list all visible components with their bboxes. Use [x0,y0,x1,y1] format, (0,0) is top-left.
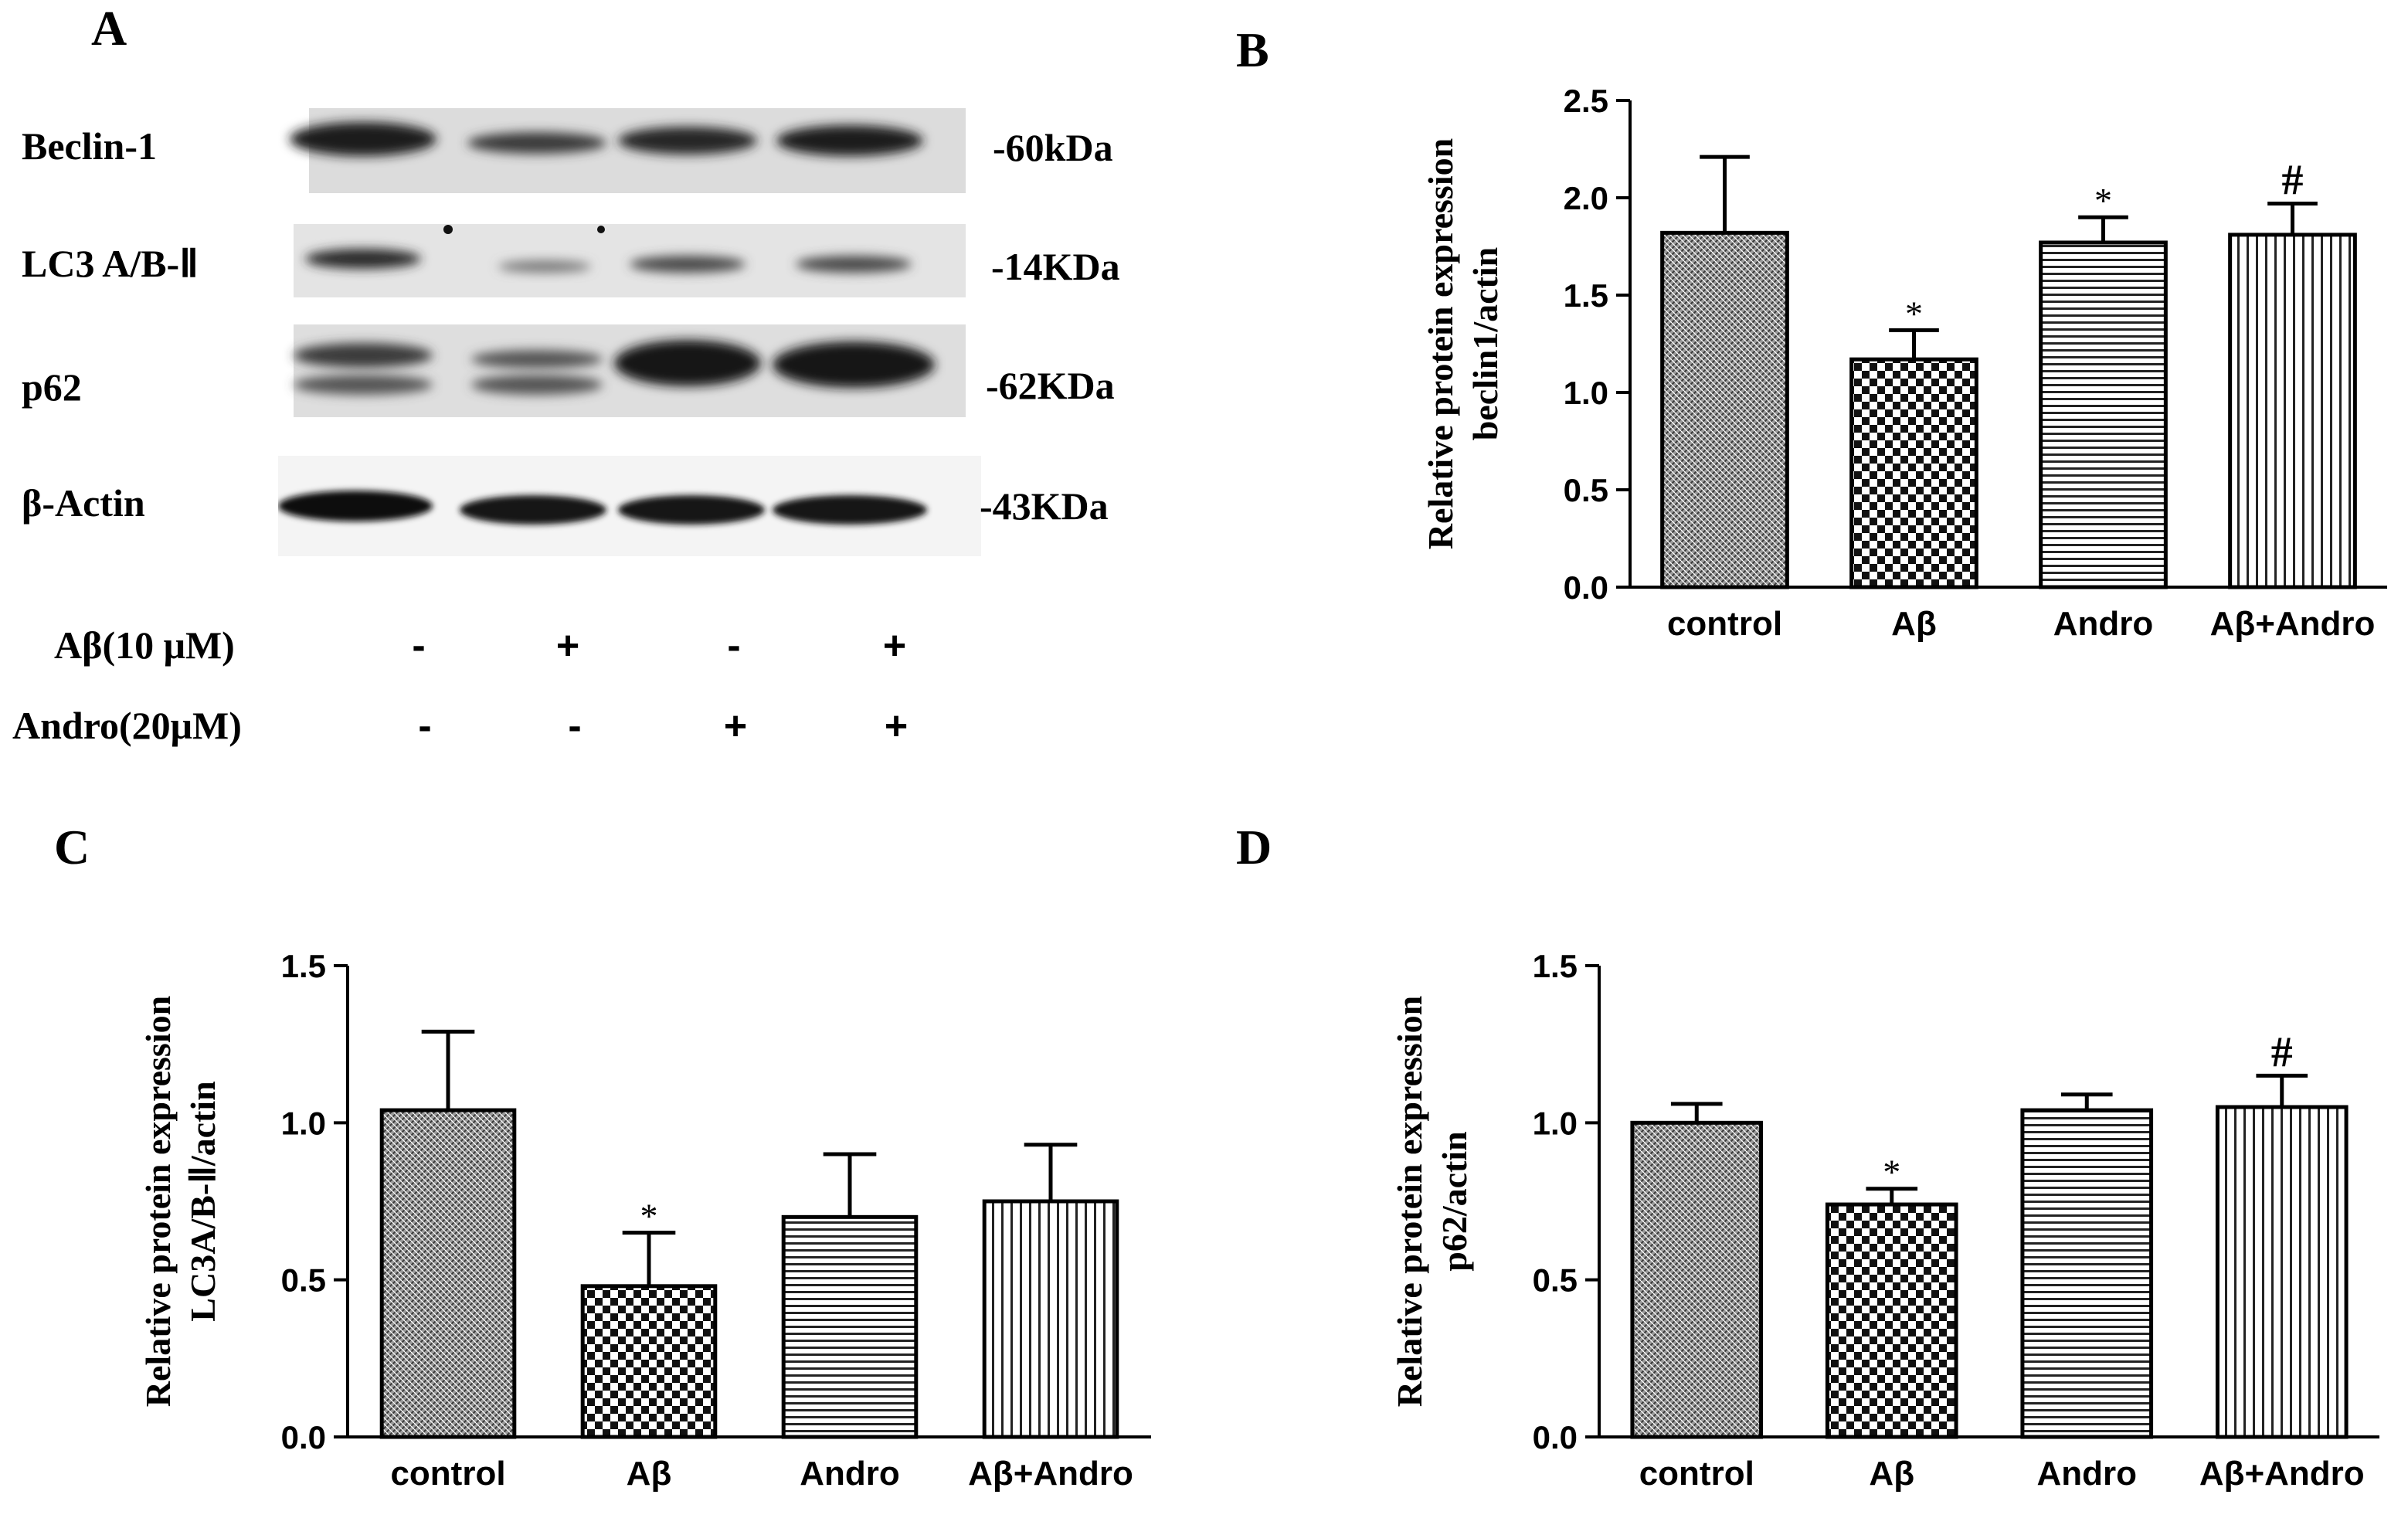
treatment-sign: - [727,623,741,668]
treatment-label-abeta: Aβ(10 μM) [54,623,235,667]
bar [2228,233,2357,589]
y-axis-label: LC3A/B-Ⅱ/actin [183,1081,222,1321]
x-tick-label: Aβ [1891,605,1937,643]
y-tick-label: 1.0 [281,1105,326,1141]
band-label-beclin1: Beclin-1 [22,124,157,168]
significance-mark: * [1905,294,1923,333]
x-tick-label: Andro [2036,1455,2137,1493]
western-blot-image [278,108,981,556]
x-tick-label: Aβ [627,1455,672,1493]
kda-label-lc3: -14KDa [991,245,1120,288]
y-tick-label: 0.0 [1564,569,1608,606]
chart-b: Relative protein expression beclin1/actin… [1421,85,2403,672]
y-axis-label: beclin1/actin [1466,247,1505,440]
y-tick-label: 0.5 [1533,1262,1578,1299]
y-tick-label: 1.0 [1533,1105,1578,1141]
significance-mark: # [2282,157,2304,205]
y-tick-label: 0.0 [281,1419,326,1455]
y-tick-label: 2.5 [1564,85,1608,119]
bar-chart-svg: Relative protein expression p62/actin 0.0 0… [1391,950,2379,1493]
chart-d: Relative protein expression p62/actin 0.0 0… [1391,950,2395,1522]
bar [1630,1120,1764,1439]
treatment-sign: + [884,704,909,749]
bar [781,1214,919,1439]
y-tick-label: 2.0 [1564,180,1608,216]
y-axis-label: Relative protein expression [139,996,178,1407]
treatment-sign: + [723,704,748,749]
significance-mark: * [2094,181,2112,220]
y-tick-label: 0.0 [1533,1419,1578,1455]
panel-d-letter: D [1236,820,1272,875]
y-tick-label: 1.5 [1533,950,1578,984]
bar [580,1284,718,1439]
y-tick-label: 0.5 [281,1262,326,1299]
y-axis-label: Relative protein expression [1421,138,1460,549]
treatment-sign: - [412,623,426,668]
x-tick-label: Aβ+Andro [2210,605,2376,643]
significance-mark: * [1883,1153,1900,1192]
treatment-sign: - [418,704,432,749]
panel-b-letter: B [1236,22,1269,77]
panel-c-letter: C [54,820,90,875]
band-label-actin: β-Actin [22,481,145,525]
y-tick-label: 1.5 [281,950,326,984]
significance-mark: # [2271,1028,2293,1076]
treatment-label-andro: Andro(20μM) [12,704,242,747]
y-axis-label: Relative protein expression [1391,996,1429,1407]
bar [2020,1108,2154,1439]
bar [379,1108,517,1439]
bar [2039,240,2168,589]
x-tick-label: control [390,1455,505,1493]
treatment-sign: + [882,623,907,668]
chart-c: Relative protein expression LC3A/B-Ⅱ/acti… [139,950,1167,1522]
x-tick-label: Aβ+Andro [968,1455,1133,1493]
x-tick-label: Aβ [1869,1455,1914,1493]
bar-chart-svg: Relative protein expression beclin1/actin… [1421,85,2387,643]
x-tick-label: control [1639,1455,1754,1493]
bar-chart-svg: Relative protein expression LC3A/B-Ⅱ/acti… [139,950,1151,1493]
kda-label-p62: -62KDa [986,364,1115,407]
treatment-sign: + [555,623,580,668]
y-tick-label: 1.5 [1564,277,1608,314]
x-tick-label: control [1667,605,1782,643]
bar [1660,230,1789,589]
y-tick-label: 1.0 [1564,375,1608,411]
kda-label-actin: -43KDa [980,484,1109,528]
x-tick-label: Andro [2053,605,2154,643]
x-tick-label: Aβ+Andro [2199,1455,2365,1493]
bar [1825,1202,1958,1439]
y-axis-label: p62/actin [1435,1131,1474,1271]
bar [1849,357,1978,589]
band-label-p62: p62 [22,365,82,409]
band-label-lc3: LC3 A/B-Ⅱ [22,242,199,285]
bar [982,1199,1119,1439]
significance-mark: * [640,1197,658,1236]
x-tick-label: Andro [800,1455,900,1493]
bar [2215,1105,2349,1439]
y-tick-label: 0.5 [1564,472,1608,508]
panel-a-letter: A [91,1,127,56]
treatment-sign: - [568,704,582,749]
kda-label-beclin1: -60kDa [993,126,1113,169]
